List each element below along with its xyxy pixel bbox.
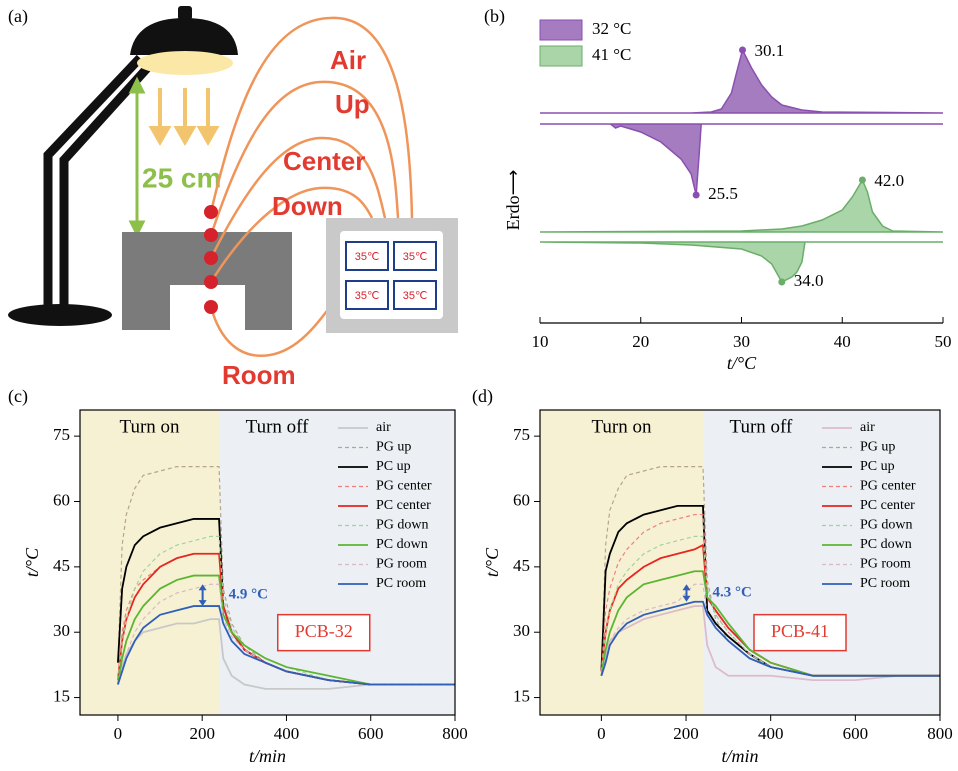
peak-marker	[778, 279, 785, 286]
x-tick-label: 40	[834, 332, 851, 351]
x-tick-label: 20	[632, 332, 649, 351]
y-axis-label: t/°C	[22, 547, 42, 577]
legend-label: PC center	[860, 498, 915, 513]
y-tick-label: 30	[53, 621, 70, 640]
peak-marker	[693, 192, 700, 199]
legend-swatch	[540, 20, 582, 40]
x-tick-label: 30	[733, 332, 750, 351]
legend-label: PG down	[860, 518, 913, 533]
legend-label: PC center	[376, 498, 431, 513]
y-tick-label: 75	[53, 425, 70, 444]
y-tick-label: 60	[513, 490, 530, 509]
lamp-shade	[130, 18, 238, 55]
legend-label: PG room	[376, 557, 427, 572]
legend-label: PG center	[376, 479, 432, 494]
panel-label: (b)	[484, 6, 505, 27]
x-axis-label: t/min	[249, 746, 286, 766]
legend-label: air	[376, 420, 391, 435]
sample-label: PCB-32	[295, 621, 353, 641]
annotation: 4.3 °C	[712, 584, 751, 600]
lamp-knob	[178, 6, 192, 20]
sensor-label: Room	[222, 360, 296, 390]
legend-label: PC up	[376, 459, 411, 474]
display-value: 35℃	[355, 251, 380, 263]
peak-label: 42.0	[874, 171, 904, 190]
distance-label: 25 cm	[142, 162, 221, 193]
x-tick-label: 10	[532, 332, 549, 351]
display-value: 35℃	[403, 251, 428, 263]
figure: (a) 25 cm Air Up Center Dow	[0, 0, 958, 771]
x-tick-label: 600	[358, 724, 384, 743]
region-label: Turn off	[246, 416, 309, 437]
x-tick-label: 200	[673, 724, 699, 743]
x-tick-label: 600	[843, 724, 869, 743]
region-label: Turn on	[591, 416, 652, 437]
y-axis-label: Erdo⟶	[503, 170, 523, 231]
distance-arrow	[131, 80, 143, 234]
x-tick-label: 800	[927, 724, 953, 743]
legend-swatch	[540, 46, 582, 66]
cooling-curve	[540, 242, 943, 282]
legend-label: 32 °C	[592, 19, 631, 38]
panel-label: (a)	[8, 6, 28, 27]
legend-label: PG up	[860, 440, 895, 455]
sensor-label: Down	[272, 191, 343, 221]
light-arrows	[152, 88, 216, 142]
display-value: 35℃	[403, 290, 428, 302]
y-tick-label: 15	[513, 686, 530, 705]
legend-label: air	[860, 420, 875, 435]
y-tick-label: 45	[513, 556, 530, 575]
legend-label: PG center	[860, 479, 916, 494]
sensor-label: Up	[335, 89, 370, 119]
y-axis-label: t/°C	[482, 547, 502, 577]
lamp-base	[8, 304, 112, 326]
peak-label: 30.1	[755, 41, 785, 60]
panel-label: (c)	[8, 386, 28, 407]
x-tick-label: 200	[189, 724, 215, 743]
legend-label: PG down	[376, 518, 429, 533]
peak-label: 34.0	[794, 271, 824, 290]
region	[540, 410, 703, 715]
display-value: 35℃	[355, 290, 380, 302]
y-tick-label: 15	[53, 686, 70, 705]
region-label: Turn off	[730, 416, 793, 437]
x-tick-label: 400	[758, 724, 784, 743]
legend-label: PC up	[860, 459, 895, 474]
y-tick-label: 45	[53, 556, 70, 575]
sample-label: PCB-41	[771, 621, 829, 641]
x-tick-label: 400	[274, 724, 300, 743]
sensor-label: Air	[330, 45, 366, 75]
peak-marker	[859, 177, 866, 184]
annotation: 4.9 °C	[229, 587, 268, 603]
x-axis-label: t/°C	[727, 353, 757, 373]
legend-label: PG room	[860, 557, 911, 572]
x-tick-label: 0	[114, 724, 123, 743]
y-tick-label: 30	[513, 621, 530, 640]
legend-label: 41 °C	[592, 45, 631, 64]
peak-label: 25.5	[708, 184, 738, 203]
legend-label: PC room	[860, 576, 910, 591]
region	[80, 410, 219, 715]
x-axis-label: t/min	[721, 746, 758, 766]
x-tick-label: 0	[597, 724, 606, 743]
x-tick-label: 800	[442, 724, 468, 743]
y-tick-label: 60	[53, 490, 70, 509]
legend-label: PC down	[376, 537, 428, 552]
region-label: Turn on	[120, 416, 181, 437]
legend-label: PC room	[376, 576, 426, 591]
bulb	[137, 51, 233, 75]
legend-label: PG up	[376, 440, 411, 455]
y-tick-label: 75	[513, 425, 530, 444]
sensor-label: Center	[283, 146, 365, 176]
page: (a) 25 cm Air Up Center Dow	[0, 0, 958, 771]
x-tick-label: 50	[935, 332, 952, 351]
peak-marker	[739, 47, 746, 54]
legend-label: PC down	[860, 537, 912, 552]
panel-label: (d)	[472, 386, 493, 407]
diagram: (a) 25 cm Air Up Center Dow	[8, 6, 458, 390]
